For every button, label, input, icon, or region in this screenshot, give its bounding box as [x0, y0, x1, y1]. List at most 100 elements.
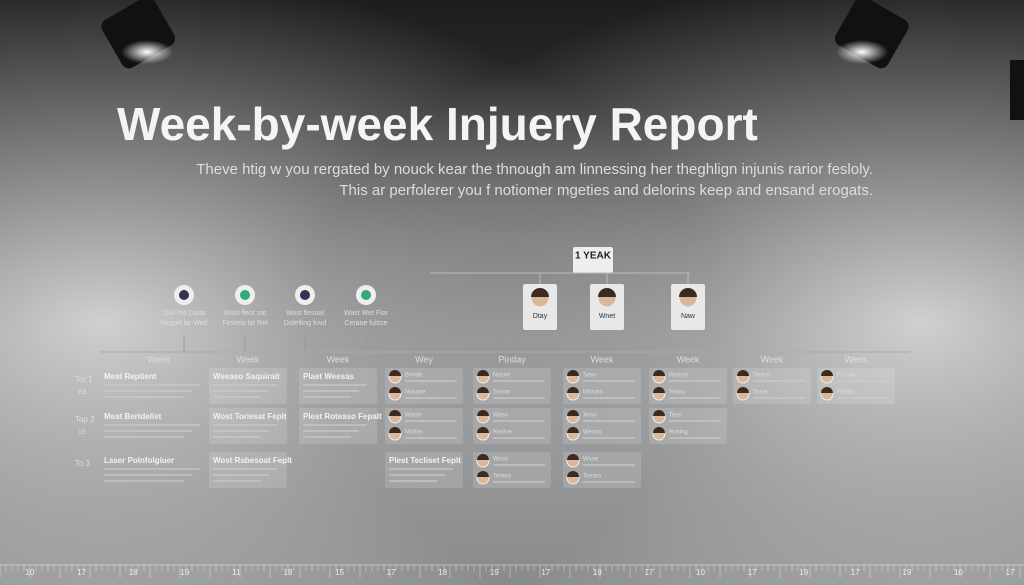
card-text-line	[583, 481, 635, 483]
ruler-label: 10	[954, 568, 963, 577]
card-text-line	[213, 436, 261, 438]
diagram: 1 YEAK Dtay Wnet Naw Oull hte Datot Regort la…	[0, 247, 1024, 578]
card-title: Laser Polnfolgiuer	[104, 456, 174, 465]
card-person: Bunde	[405, 373, 423, 379]
card-text-line	[493, 420, 545, 422]
ruler-label: 17	[541, 568, 550, 577]
card-title: Meat Bertdelist	[104, 412, 162, 421]
avatar-hair	[567, 387, 579, 393]
icon-label: Oull hte Datot	[163, 310, 206, 317]
card-title: Plaet Weesas	[303, 372, 355, 381]
card-text-line	[753, 397, 805, 399]
icon-glyph	[300, 290, 310, 300]
ruler-label: 17	[77, 568, 86, 577]
card-text-line	[213, 480, 261, 482]
icon-label: Regort lar Wed	[161, 320, 208, 327]
icon-label: Dotelling fuvd	[284, 320, 327, 327]
card-text-line	[303, 424, 367, 426]
ruler-label: 19	[902, 568, 911, 577]
ruler-label: 18	[438, 568, 447, 577]
person-label: Wnet	[599, 313, 615, 320]
ruler-label: 19	[799, 568, 808, 577]
avatar-hair	[737, 387, 749, 393]
card-text-line	[405, 380, 457, 382]
avatar-hair	[679, 288, 697, 297]
spotlight	[101, 0, 1024, 120]
card-text-line	[669, 420, 721, 422]
ruler-label: 15	[335, 568, 344, 577]
card-text-line	[104, 480, 184, 482]
card-person: Mosaro	[583, 390, 604, 396]
card-person: Teso	[669, 413, 682, 419]
card-text-line	[213, 424, 277, 426]
avatar-hair	[389, 370, 401, 376]
subtitle: This ar perfolerer you f notiomer mgetie…	[339, 182, 873, 199]
card-person: Nosane	[405, 390, 426, 396]
ruler-label: 19	[490, 568, 499, 577]
avatar-hair	[567, 427, 579, 433]
card	[649, 408, 727, 444]
card-text-line	[213, 468, 277, 470]
card-person: Weaso	[583, 430, 602, 436]
row-number: E8	[78, 389, 87, 396]
root-node	[573, 247, 613, 273]
card-text-line	[493, 380, 545, 382]
card	[817, 368, 895, 404]
card-text-line	[493, 481, 545, 483]
avatar-hair	[477, 370, 489, 376]
card	[563, 368, 641, 404]
card-text-line	[104, 390, 192, 392]
card-text-line	[104, 430, 192, 432]
card-person: Mokos	[405, 430, 423, 436]
week-label: Week	[237, 354, 260, 364]
avatar-hair	[598, 288, 616, 297]
avatar-hair	[477, 454, 489, 460]
card-text-line	[303, 396, 351, 398]
card-text-line	[583, 420, 635, 422]
row-label: To 3	[75, 459, 91, 468]
week-label: Week	[677, 354, 700, 364]
card-title: Plest Roteaso Fepalt	[303, 412, 382, 421]
card-text-line	[669, 437, 721, 439]
card-text-line	[303, 436, 351, 438]
card	[473, 368, 551, 404]
week-label: Pinday	[498, 354, 526, 364]
avatar-hair	[737, 370, 749, 376]
card-person: Woso	[493, 457, 509, 463]
card	[563, 452, 641, 488]
card-person: Fo sos	[837, 373, 855, 379]
card-person: Nesne	[493, 373, 511, 379]
card-text-line	[583, 464, 635, 466]
card	[649, 368, 727, 404]
ruler-label: 10	[26, 568, 35, 577]
avatar-hair	[531, 288, 549, 297]
subtitle: Theve htig w you rergated by nouck kear …	[196, 161, 873, 178]
card	[385, 368, 463, 404]
icon-label: Wast Wet Flor	[344, 310, 389, 317]
card-person: Wiaso	[405, 413, 422, 419]
icon-glyph	[179, 290, 189, 300]
card-text-line	[104, 424, 200, 426]
ruler-label: 17	[1006, 568, 1015, 577]
card-text-line	[405, 397, 457, 399]
card	[385, 408, 463, 444]
icon-glyph	[361, 290, 371, 300]
card-text-line	[213, 396, 261, 398]
avatar-hair	[821, 370, 833, 376]
ruler-label: 17	[748, 568, 757, 577]
card-person: Reolse	[493, 430, 512, 436]
avatar-hair	[653, 427, 665, 433]
card-text-line	[104, 384, 200, 386]
card-text-line	[753, 380, 805, 382]
card-title: Wseaso Saquirait	[213, 372, 280, 381]
root-label: 1 YEAK	[575, 251, 612, 262]
card-text-line	[669, 397, 721, 399]
avatar-hair	[389, 387, 401, 393]
card-text-line	[669, 380, 721, 382]
card-text-line	[389, 468, 453, 470]
avatar-hair	[567, 410, 579, 416]
card-text-line	[104, 474, 192, 476]
card-person: Teraso	[493, 474, 512, 480]
